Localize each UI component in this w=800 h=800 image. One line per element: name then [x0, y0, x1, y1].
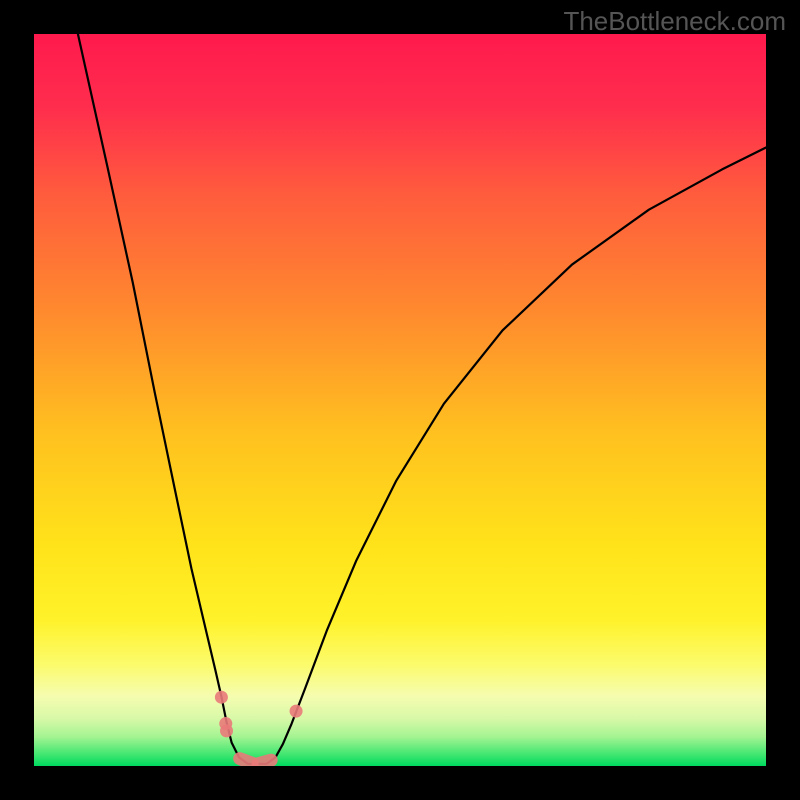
- outer-frame: TheBottleneck.com: [0, 0, 800, 800]
- marker-pill: [258, 760, 271, 764]
- marker-dot: [290, 705, 303, 718]
- marker-pill: [240, 759, 252, 763]
- marker-dot: [215, 691, 228, 704]
- left-curve: [78, 34, 257, 764]
- plot-area: [34, 34, 766, 766]
- right-curve: [257, 147, 766, 763]
- watermark-text: TheBottleneck.com: [563, 6, 786, 37]
- curves-layer: [34, 34, 766, 766]
- marker-dot: [220, 724, 233, 737]
